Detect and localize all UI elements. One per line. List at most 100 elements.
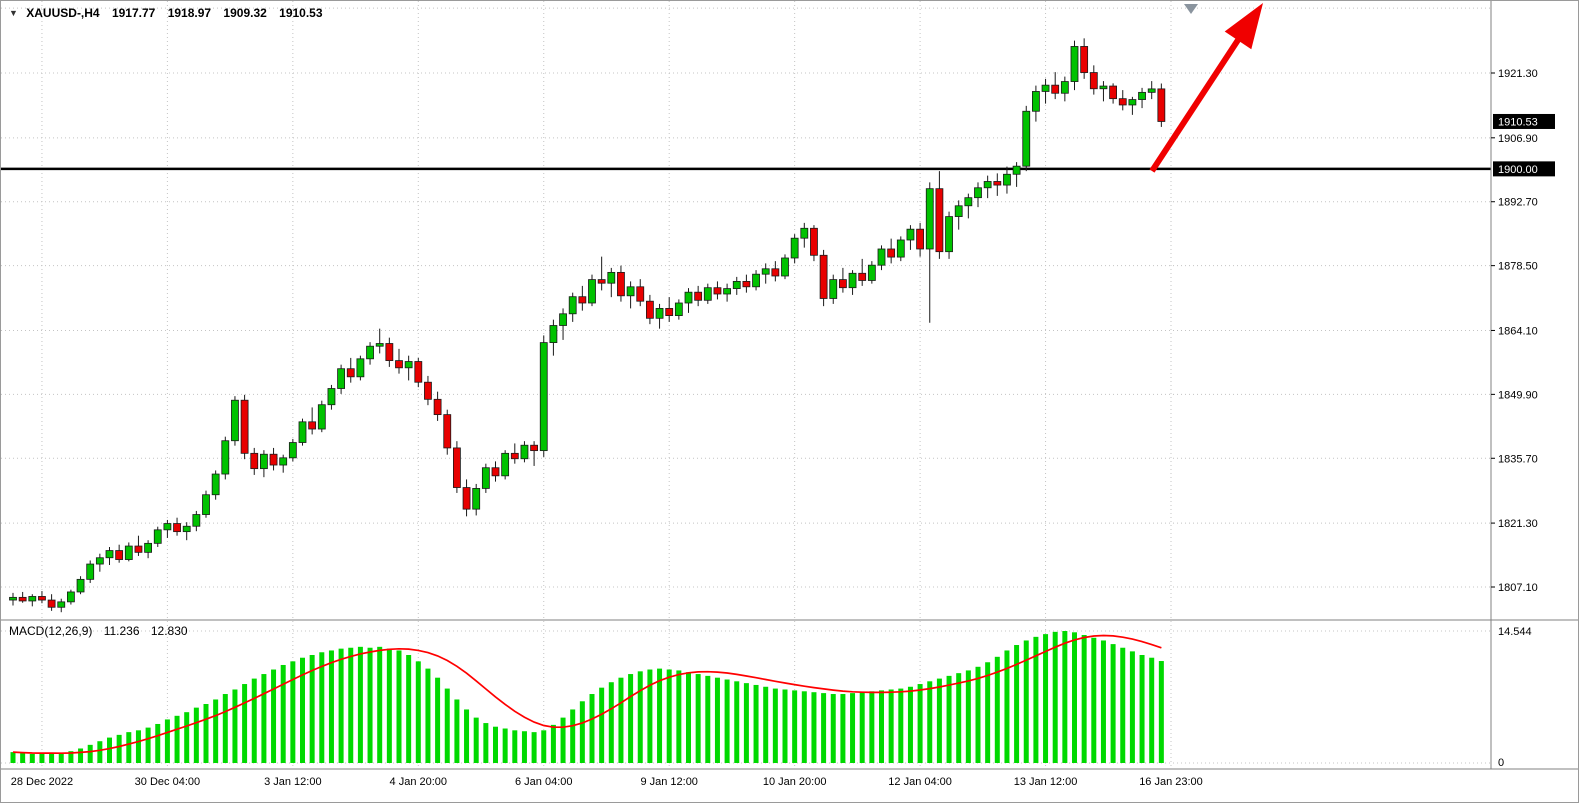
candle [414, 357, 423, 388]
macd-bar [184, 712, 190, 763]
price-axis-label: 1864.10 [1498, 325, 1538, 337]
candle [539, 335, 548, 457]
macd-bar [444, 688, 450, 763]
candle [221, 436, 230, 480]
candle-body-up [366, 345, 374, 360]
macd-bar [792, 690, 798, 763]
candle [964, 193, 973, 219]
candle-body-down [858, 272, 867, 281]
candle-body-up [877, 248, 886, 266]
candle-body-up [1032, 91, 1040, 112]
macd-bar [348, 647, 354, 763]
candle-body-down [510, 452, 519, 460]
symbol-period-label: XAUUSD-,H4 [26, 6, 100, 20]
candle-body-up [568, 296, 577, 315]
macd-bar [599, 687, 605, 763]
macd-bar [570, 709, 576, 763]
candle [1080, 38, 1089, 79]
candle [723, 283, 731, 302]
candle-body-up [1003, 173, 1011, 186]
price-axis-label: 1835.70 [1498, 453, 1538, 465]
macd-bar [782, 689, 788, 763]
candle-body-up [67, 591, 75, 603]
macd-bar [666, 669, 672, 763]
time-axis-label: 4 Jan 20:00 [390, 776, 448, 788]
macd-bar [193, 707, 199, 763]
candle-body-up [674, 302, 683, 316]
candle-body-down [250, 452, 259, 470]
candle [694, 285, 703, 307]
candle [1032, 85, 1040, 122]
candle [9, 592, 17, 606]
candle-body-up [327, 388, 336, 406]
time-axis[interactable]: 28 Dec 2022 30 Dec 04:00 3 Jan 12:00 4 Jan … [11, 776, 1203, 788]
candle-body-up [954, 205, 963, 217]
candle-body-down [18, 596, 27, 602]
trend-arrow[interactable] [1149, 3, 1263, 173]
candle-body-up [501, 452, 510, 477]
candle-body-up [732, 280, 741, 289]
candle-body-down [491, 467, 500, 477]
candle-body-up [481, 467, 490, 489]
macd-bar [985, 662, 991, 763]
macd-bar [724, 679, 730, 763]
macd-bar [271, 669, 277, 763]
macd-bar [251, 678, 257, 763]
candle-body-down [887, 248, 896, 258]
candle-body-up [153, 529, 162, 544]
candle-body-down [916, 228, 924, 250]
chart-title: ▼ XAUUSD-,H4 1917.77 1918.97 1909.32 191… [9, 6, 323, 20]
macd-bar [319, 652, 325, 763]
candle [144, 540, 153, 559]
candle-body-up [800, 227, 809, 239]
macd-bar [888, 689, 894, 763]
candle-body-down [269, 453, 278, 466]
candle-body-up [867, 264, 876, 281]
candle [771, 261, 780, 282]
candle-body-up [298, 421, 307, 443]
chart-shift-marker[interactable] [1184, 4, 1198, 14]
candle [47, 594, 56, 611]
candle-body-down [443, 414, 452, 449]
macd-bar [753, 684, 759, 763]
candle [250, 447, 259, 475]
price-axis-label: 1849.90 [1498, 389, 1538, 401]
candle [211, 470, 220, 500]
candle [308, 407, 317, 435]
candle [810, 225, 818, 262]
trend-arrow-head [1224, 3, 1263, 50]
macd-bar [1043, 634, 1049, 763]
macd-bar [483, 723, 489, 763]
candle [954, 200, 963, 230]
candle [674, 299, 683, 320]
macd-bar [695, 674, 701, 763]
macd-bar [78, 748, 84, 763]
price-axis-label: 1878.50 [1498, 261, 1538, 273]
macd-bar [618, 677, 624, 763]
macd-bar [850, 693, 856, 763]
macd-bar [637, 671, 643, 763]
ohlc-low: 1909.32 [223, 6, 267, 20]
candle-body-down [1089, 72, 1098, 90]
collapse-icon[interactable]: ▼ [9, 8, 18, 18]
macd-bar [242, 684, 248, 763]
candle-body-down [385, 343, 394, 362]
candle [38, 591, 46, 604]
macd-bar [49, 753, 55, 763]
macd-bar [135, 730, 141, 763]
candle-body-up [1099, 85, 1108, 90]
candle-body-up [848, 272, 857, 289]
macd-bar [300, 657, 305, 763]
price-axis[interactable]: 1921.30 1906.90 1892.70 1878.50 1864.10 1849.… [1491, 68, 1555, 769]
candle [1118, 90, 1127, 111]
macd-name: MACD(12,26,9) [9, 624, 93, 638]
macd-bar [87, 744, 93, 763]
candle [829, 274, 838, 304]
candle-body-up [925, 188, 934, 250]
candle [202, 490, 210, 518]
candle-body-up [375, 343, 384, 347]
candle-body-up [945, 216, 953, 253]
candle-body-down [38, 596, 46, 601]
macd-bar [415, 661, 421, 763]
